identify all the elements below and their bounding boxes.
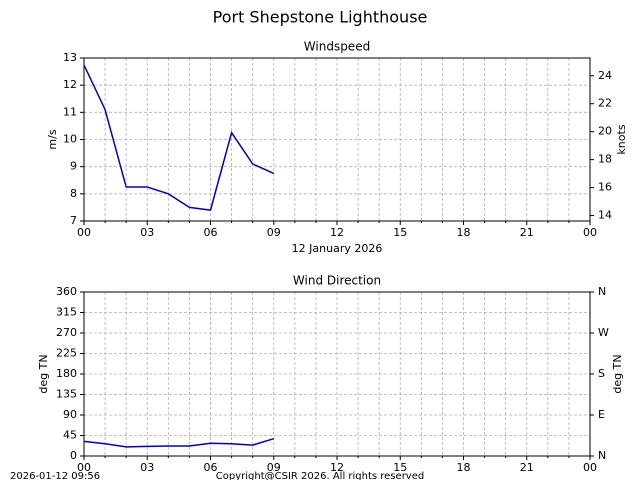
copyright: Copyright@CSIR 2026. All rights reserved	[216, 471, 424, 480]
y2-tick-label: N	[598, 449, 606, 462]
x-tick-label: 00	[77, 461, 91, 474]
y-tick-label: 225	[56, 347, 77, 360]
wind-line	[83, 64, 275, 211]
x-tick-label: 00	[583, 461, 597, 474]
y-axis-label: deg TN	[37, 354, 50, 393]
y-tick-label: 45	[63, 429, 77, 442]
timestamp: 2026-01-12 09:56	[10, 471, 100, 480]
y-tick-label: 7	[70, 214, 77, 227]
x-tick-label: 00	[77, 226, 91, 239]
x-tick-label: 21	[520, 226, 534, 239]
y-tick-label: 270	[56, 326, 77, 339]
x-tick-label: 09	[267, 461, 281, 474]
y2-tick-label: 22	[598, 97, 612, 110]
y-tick-label: 10	[63, 133, 77, 146]
y2-tick-label: N	[598, 285, 606, 298]
y2-tick-label: 20	[598, 125, 612, 138]
y2-tick-label: S	[598, 367, 605, 380]
y2-tick-label: E	[598, 408, 605, 421]
y-tick-label: 11	[63, 105, 77, 118]
x-tick-label: 18	[457, 461, 471, 474]
x-tick-label: 12	[330, 461, 344, 474]
y-tick-label: 135	[56, 388, 77, 401]
x-tick-label: 03	[140, 226, 154, 239]
x-tick-label: 06	[204, 226, 218, 239]
chart-title: Wind Direction	[293, 274, 381, 288]
x-tick-label: 03	[140, 461, 154, 474]
y-tick-label: 12	[63, 78, 77, 91]
y-tick-label: 9	[70, 160, 77, 173]
y-tick-label: 315	[56, 306, 77, 319]
x-tick-label: 15	[393, 461, 407, 474]
y-tick-label: 13	[63, 51, 77, 64]
y2-tick-label: 16	[598, 181, 612, 194]
y-axis-label: m/s	[46, 129, 59, 149]
y2-tick-label: 18	[598, 153, 612, 166]
x-tick-label: 09	[267, 226, 281, 239]
y2-axis-label: knots	[615, 124, 628, 154]
y2-tick-label: W	[598, 326, 609, 339]
x-tick-label: 21	[520, 461, 534, 474]
y-tick-label: 360	[56, 285, 77, 298]
x-tick-label: 00	[583, 226, 597, 239]
x-tick-label: 15	[393, 226, 407, 239]
wind-line	[83, 437, 274, 448]
x-tick-label: 12	[330, 226, 344, 239]
plot-frame	[83, 57, 591, 222]
y-tick-label: 0	[70, 449, 77, 462]
plot-frame	[83, 291, 591, 457]
x-tick-label: 06	[204, 461, 218, 474]
y-tick-label: 90	[63, 408, 77, 421]
x-tick-label: 18	[457, 226, 471, 239]
y-tick-label: 180	[56, 367, 77, 380]
figure-title: Port Shepstone Lighthouse	[213, 8, 428, 27]
y2-tick-label: 14	[598, 209, 612, 222]
x-axis-label: 12 January 2026	[292, 242, 383, 255]
chart-title: Windspeed	[304, 40, 370, 54]
y2-tick-label: 24	[598, 69, 612, 82]
y-tick-label: 8	[70, 187, 77, 200]
y2-axis-label: deg TN	[611, 354, 624, 393]
